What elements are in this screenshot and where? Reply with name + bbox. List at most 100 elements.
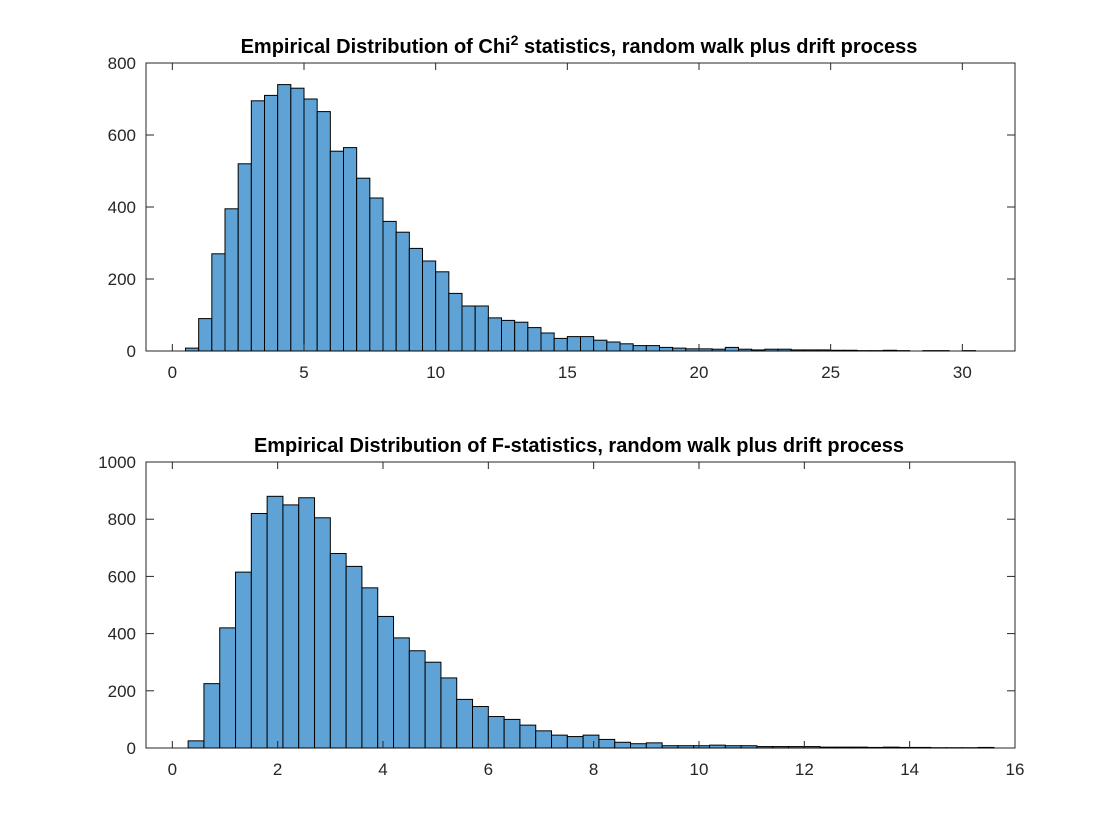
x-tick-label: 5 (299, 363, 308, 382)
histogram-bar (803, 349, 819, 352)
histogram-bar (361, 587, 379, 749)
histogram-bar (424, 661, 442, 749)
histogram-bar (645, 345, 661, 352)
chart-title: Empirical Distribution of F-statistics, … (254, 435, 904, 457)
histogram-bar (898, 746, 916, 749)
y-axis: 0 200 400 600 800 (108, 54, 1015, 361)
histogram-bar (606, 341, 621, 352)
histogram-bar (619, 343, 634, 352)
y-tick-label: 1000 (98, 453, 136, 472)
histogram-bar (187, 740, 205, 749)
y-tick-label: 0 (127, 342, 136, 361)
histogram-bar (738, 348, 753, 352)
histogram-bar (393, 637, 410, 749)
histogram-bar (593, 339, 608, 352)
histogram-bar (329, 150, 344, 352)
histogram-bar (711, 348, 726, 352)
y-axis: 0 200 400 600 800 1000 (98, 453, 1015, 758)
histogram-bar (740, 745, 758, 749)
histogram-bar (277, 84, 292, 352)
histogram-bar (835, 746, 853, 749)
bars (187, 495, 995, 749)
y-tick-label: 600 (108, 567, 136, 586)
histogram-bar (661, 745, 679, 749)
histogram-bar (751, 349, 766, 352)
x-tick-label: 16 (1006, 760, 1025, 779)
x-tick-label: 0 (168, 760, 177, 779)
histogram-bar (527, 327, 542, 352)
histogram-bar (553, 337, 568, 352)
histogram-bar (645, 742, 663, 749)
histogram-bar (659, 346, 674, 352)
histogram-bar (369, 197, 384, 352)
histogram-bar (614, 741, 632, 749)
x-tick-label: 30 (953, 363, 972, 382)
histogram-bar (551, 734, 568, 749)
histogram-bar (377, 615, 395, 749)
histogram-bar (343, 147, 358, 352)
histogram-bar (566, 736, 584, 749)
y-tick-label: 800 (108, 54, 136, 73)
x-tick-label: 12 (795, 760, 814, 779)
histogram-bar (519, 724, 537, 749)
histogram-bar (709, 744, 726, 749)
histogram-bar (514, 321, 529, 352)
x-axis: 0 2 4 6 8 10 12 14 16 (168, 462, 1025, 779)
histogram-bar (237, 163, 252, 352)
histogram-bar (790, 349, 805, 352)
x-tick-label: 2 (273, 760, 282, 779)
histogram-bar (219, 627, 237, 749)
histogram-bar (756, 746, 774, 749)
histogram-bar (185, 347, 200, 352)
histogram-bar (788, 746, 805, 749)
histogram-bar (830, 349, 845, 352)
histogram-bar (501, 319, 516, 352)
histogram-bar (435, 271, 450, 352)
histogram-bar (535, 730, 553, 749)
histogram-bar (474, 305, 489, 352)
histogram-bar (316, 111, 331, 352)
histogram-bar (882, 746, 900, 749)
histogram-bar (448, 292, 463, 352)
histogram-bar (487, 317, 502, 352)
x-tick-label: 20 (690, 363, 709, 382)
chart-title: Empirical Distribution of Chi2 statistic… (241, 32, 918, 58)
histogram-bar (724, 346, 740, 352)
histogram-bar (395, 231, 410, 352)
y-tick-label: 400 (108, 198, 136, 217)
histogram-bar (440, 677, 458, 749)
y-tick-label: 400 (108, 625, 136, 644)
histogram-bar (250, 512, 268, 749)
histogram-bar (698, 348, 713, 352)
histogram-bar (851, 746, 869, 749)
x-tick-label: 8 (589, 760, 598, 779)
histogram-bar (632, 345, 647, 352)
histogram-bar (764, 348, 779, 352)
y-tick-label: 200 (108, 682, 136, 701)
x-tick-label: 0 (168, 363, 177, 382)
y-tick-label: 600 (108, 126, 136, 145)
histogram-bar (282, 504, 300, 749)
histogram-bar (290, 87, 305, 352)
x-tick-label: 4 (378, 760, 387, 779)
x-tick-label: 15 (558, 363, 577, 382)
histogram-bar (345, 565, 363, 749)
histogram-bar (867, 746, 884, 749)
histogram-bar (777, 348, 792, 352)
histogram-bar (693, 745, 711, 749)
histogram-bar (408, 247, 423, 352)
histogram-bar (672, 347, 687, 352)
histogram-bar (566, 336, 582, 352)
x-tick-label: 14 (900, 760, 919, 779)
histogram-bar (540, 332, 555, 352)
histogram-bar (977, 746, 995, 749)
histogram-bar (203, 683, 221, 749)
histogram-bar (211, 253, 226, 352)
histogram-bar (224, 208, 239, 352)
histogram-bar (235, 571, 252, 749)
histogram-bar (882, 349, 898, 352)
bars (185, 84, 977, 352)
x-tick-label: 10 (426, 363, 445, 382)
histogram-bar (817, 349, 832, 352)
